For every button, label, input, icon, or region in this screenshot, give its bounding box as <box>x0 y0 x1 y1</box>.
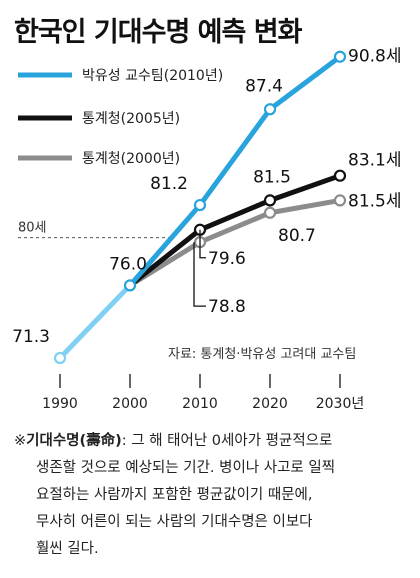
data-label-series-3: 81.5세 <box>348 191 402 211</box>
data-label-series-1: 87.4 <box>245 76 283 96</box>
footnote-line-2: 생존할 것으로 예상되는 기간. 병이나 사고로 일찍 <box>36 460 336 476</box>
series-3-point <box>263 206 277 219</box>
reference-line-label: 80세 <box>18 221 47 236</box>
x-tick-label: 2000 <box>112 396 148 412</box>
footnote-line-1: ※기대수명(壽命): 그 해 태어난 0세아가 평균적으로 <box>14 428 412 455</box>
data-label-series-3: 80.7 <box>278 226 316 246</box>
x-tick-label: 2030년 <box>316 396 365 412</box>
x-tick-label: 1990 <box>42 396 78 412</box>
footnote-line-5: 훨씬 길다. <box>36 541 99 557</box>
series-1-point <box>53 351 67 365</box>
series-2-point <box>263 194 277 207</box>
line-chart: 80세 박유성 교수팀(2010년) 통계청(2005년) 통계청(2000년) 199… <box>12 47 402 412</box>
series-1-line <box>128 54 342 288</box>
data-label-series-3: 78.8 <box>208 297 246 317</box>
legend-label-1: 박유성 교수팀(2010년) <box>82 68 223 84</box>
data-label-series-1: 90.8세 <box>348 47 402 67</box>
footnote-mark: ※ <box>14 433 27 449</box>
footnote-line-3: 요절하는 사람까지 포함한 평균값이기 때문에, <box>36 487 313 503</box>
footnote-term: 기대수명(壽命) <box>26 433 122 449</box>
footnote: ※기대수명(壽命): 그 해 태어난 0세아가 평균적으로 생존할 것으로 예상… <box>14 428 412 563</box>
leader-line-78-8 <box>193 242 206 307</box>
series-2-line <box>128 173 341 288</box>
footnote-line-4: 무사히 어른이 되는 사람의 기대수명은 이보다 <box>36 514 313 530</box>
footnote-line-1-text: : 그 해 태어난 0세아가 평균적으로 <box>121 433 333 449</box>
legend-label-3: 통계청(2000년) <box>82 151 180 167</box>
source-note: 자료: 통계청·박유성 고려대 교수팀 <box>168 347 356 362</box>
data-label-series-1: 81.2 <box>150 174 188 194</box>
data-label-series-2: 81.5 <box>253 167 291 187</box>
series-1-point <box>333 50 347 63</box>
series-1-point <box>263 103 277 116</box>
data-label-series-2: 79.6 <box>208 249 246 269</box>
series-1-point <box>123 279 137 292</box>
series-3-line <box>128 197 341 288</box>
x-tick-label: 2010 <box>182 396 218 412</box>
data-label-series-2: 83.1세 <box>348 151 402 171</box>
chart-title: 한국인 기대수명 예측 변화 <box>14 17 302 48</box>
leader-line-79-6 <box>199 229 206 259</box>
data-label-series-1: 76.0 <box>109 254 147 274</box>
x-tick-label: 2020 <box>252 396 288 412</box>
series-1-point <box>193 198 207 212</box>
legend-label-2: 통계청(2005년) <box>82 111 180 127</box>
data-label-series-1: 71.3 <box>12 327 50 347</box>
series-1-line-segment-1 <box>58 283 132 360</box>
series-3-point <box>333 194 347 207</box>
series-2-point <box>333 169 347 182</box>
